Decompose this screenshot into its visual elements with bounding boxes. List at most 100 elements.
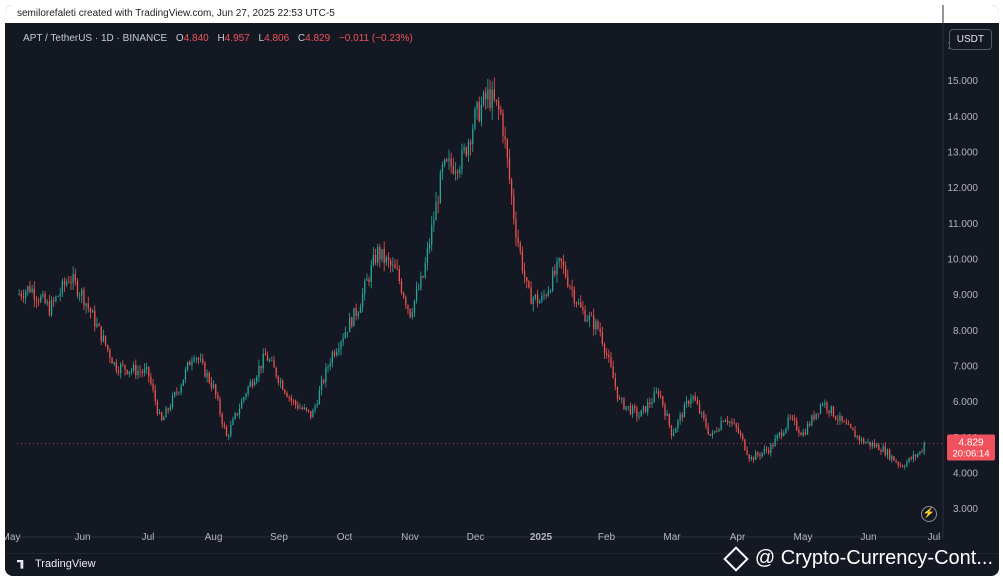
- candle-body: [528, 281, 530, 288]
- tradingview-brand[interactable]: TradingView: [17, 558, 96, 570]
- candle-body: [571, 287, 573, 290]
- candle-body: [42, 293, 44, 297]
- candle-body: [472, 128, 474, 145]
- candle-body: [573, 289, 575, 303]
- candle-body: [804, 432, 807, 435]
- candle-body: [478, 101, 480, 122]
- candle-body: [543, 295, 545, 296]
- candle-body: [552, 270, 554, 291]
- candle-body: [20, 293, 22, 297]
- candle-body: [247, 386, 249, 394]
- candle-body: [148, 366, 150, 377]
- candle-body: [709, 433, 711, 436]
- candle-body: [746, 449, 748, 455]
- candle-body: [402, 292, 405, 298]
- candle-body: [33, 288, 35, 300]
- price-chart[interactable]: 3.0004.0005.0006.0007.0008.0009.00010.00…: [5, 5, 999, 576]
- candle-body: [452, 165, 454, 174]
- candle-body: [156, 401, 159, 414]
- lightning-icon[interactable]: ⚡: [921, 506, 937, 522]
- candle-body: [370, 264, 372, 282]
- candle-body: [634, 406, 636, 409]
- candle-body: [327, 366, 329, 368]
- currency-button[interactable]: USDT: [948, 29, 992, 50]
- candle-body: [197, 358, 200, 361]
- y-tick-label: 7.000: [953, 362, 978, 373]
- candle-body: [297, 404, 299, 409]
- candle-body: [195, 358, 197, 359]
- y-tick-label: 4.000: [953, 469, 978, 480]
- candle-body: [115, 362, 118, 372]
- candle-body: [908, 457, 910, 462]
- candle-body: [366, 279, 368, 281]
- candle-body: [752, 457, 755, 461]
- candle-body: [353, 307, 355, 327]
- candle-body: [910, 457, 912, 460]
- candle-body: [737, 427, 740, 433]
- candle-body: [806, 423, 809, 435]
- candle-body: [668, 413, 670, 426]
- y-tick-label: 11.000: [948, 219, 978, 230]
- candle-body: [277, 376, 280, 383]
- candle-body: [439, 172, 441, 204]
- candle-body: [104, 335, 107, 346]
- candle-body: [569, 286, 571, 288]
- candle-body: [858, 435, 861, 441]
- candle-body: [199, 359, 202, 361]
- candle-body: [891, 456, 893, 460]
- candle-body: [707, 427, 709, 434]
- candle-body: [787, 417, 789, 428]
- candle-body: [165, 408, 167, 418]
- candle-body: [590, 315, 593, 317]
- candle-body: [307, 409, 310, 412]
- y-tick-label: 3.000: [953, 504, 978, 515]
- candle-body: [217, 394, 219, 400]
- candle-body: [368, 279, 370, 282]
- candle-body: [625, 406, 627, 410]
- candle-body: [873, 443, 876, 447]
- candle-body: [755, 452, 757, 461]
- candle-body: [539, 301, 541, 304]
- candle-body: [502, 113, 504, 136]
- candle-body: [742, 435, 744, 440]
- candle-body: [692, 396, 694, 399]
- candle-body: [176, 392, 178, 394]
- x-tick-label: Mar: [663, 532, 681, 543]
- candle-body: [824, 402, 826, 405]
- candle-body: [783, 432, 785, 437]
- candle-body: [642, 406, 645, 410]
- candle-body: [683, 404, 686, 418]
- candle-body: [128, 371, 130, 374]
- candle-body: [597, 321, 599, 329]
- candle-body: [694, 396, 696, 401]
- candle-body: [405, 297, 407, 306]
- candle-body: [517, 237, 519, 244]
- candle-body: [357, 312, 359, 316]
- candle-body: [914, 454, 917, 457]
- candle-body: [117, 371, 120, 373]
- candle-body: [867, 441, 869, 443]
- candle-body: [223, 424, 226, 427]
- candle-body: [336, 351, 338, 356]
- candle-body: [208, 373, 210, 383]
- candle-body: [664, 405, 666, 416]
- candle-body: [899, 464, 902, 466]
- candle-body: [154, 389, 156, 402]
- x-tick-label: Jun: [860, 532, 876, 543]
- candle-body: [716, 431, 718, 432]
- candle-body: [240, 400, 243, 409]
- candle-body: [61, 280, 64, 294]
- candle-body: [204, 362, 206, 377]
- candle-body: [37, 300, 40, 302]
- candle-body: [662, 396, 664, 406]
- candle-body: [238, 408, 241, 415]
- candle-body: [463, 147, 465, 151]
- candle-body: [70, 282, 72, 284]
- candle-body: [677, 420, 679, 429]
- candle-body: [150, 376, 152, 384]
- candle-body: [415, 289, 418, 301]
- candle-body: [46, 302, 48, 304]
- candle-body: [629, 405, 632, 415]
- candle-body: [271, 360, 273, 362]
- y-tick-label: 15.000: [947, 76, 978, 87]
